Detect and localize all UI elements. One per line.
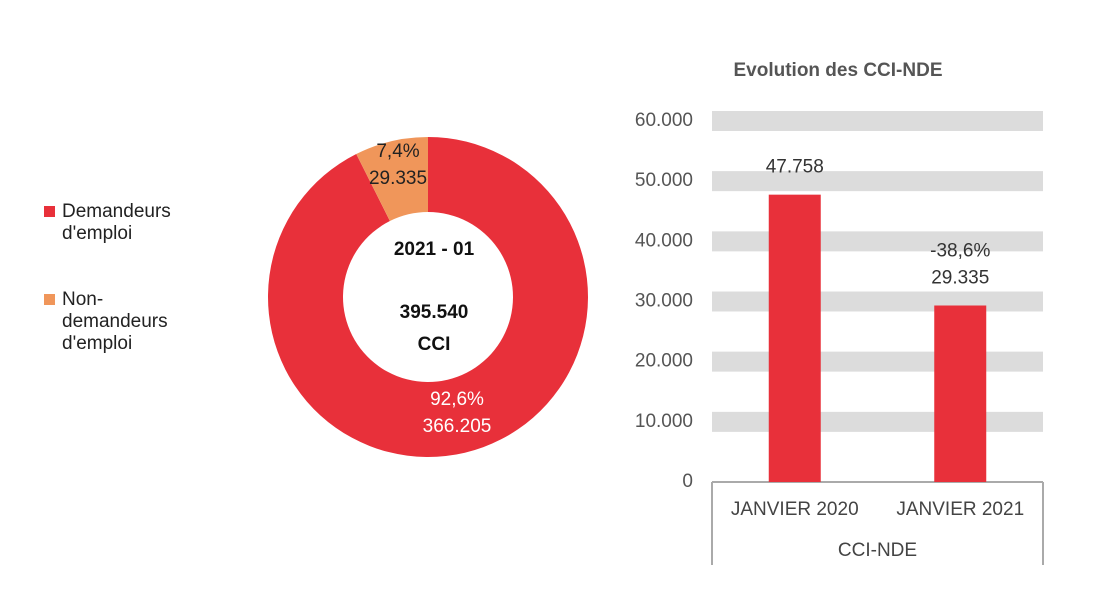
y-tick-label: 0 — [682, 471, 693, 492]
slice-count-label: 366.205 — [423, 416, 492, 437]
y-tick-label: 10.000 — [635, 411, 693, 432]
chart-title: Evolution des CCI-NDE — [733, 60, 942, 81]
bar — [768, 194, 821, 482]
legend-swatch — [44, 206, 55, 217]
bar-value-label: 47.758 — [766, 157, 824, 178]
donut-slice — [356, 137, 428, 222]
y-tick-label: 40.000 — [635, 230, 693, 251]
y-tick-label: 50.000 — [635, 170, 693, 191]
slice-count-label: 29.335 — [369, 168, 427, 189]
x-tick-label: JANVIER 2020 — [731, 499, 859, 520]
slice-percent-label: 92,6% — [430, 389, 484, 410]
bar-value-label: 29.335 — [931, 268, 989, 289]
y-tick-label: 20.000 — [635, 351, 693, 372]
group-label: CCI-NDE — [838, 540, 917, 561]
legend-label: Demandeurs d'emploi — [62, 201, 171, 244]
bar — [934, 305, 987, 482]
legend-label: Non-demandeurs d'emploi — [62, 289, 168, 354]
y-tick-label: 30.000 — [635, 291, 693, 312]
change-label: -38,6% — [930, 241, 990, 262]
center-label: CCI — [418, 334, 451, 355]
x-tick-label: JANVIER 2021 — [896, 499, 1024, 520]
donut-slice — [268, 137, 589, 457]
y-tick-label: 60.000 — [635, 110, 693, 131]
center-label: 2021 - 01 — [394, 239, 475, 260]
center-label: 395.540 — [400, 302, 469, 323]
slice-percent-label: 7,4% — [376, 141, 419, 162]
legend-swatch — [44, 294, 55, 305]
